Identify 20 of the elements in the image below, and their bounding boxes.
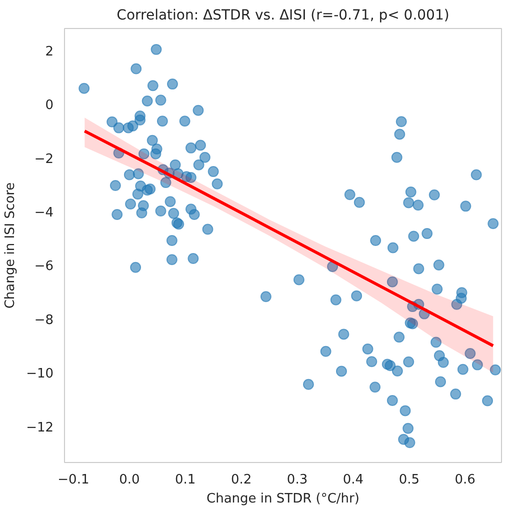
chart-title: Correlation: ΔSTDR vs. ΔISI (r=-0.71, p< 0.001) xyxy=(116,8,450,24)
y-tick-label: 0 xyxy=(45,98,54,114)
x-tick-label: 0.1 xyxy=(175,472,196,488)
x-tick-label: 0.6 xyxy=(454,472,476,488)
y-tick-label: −6 xyxy=(34,259,54,274)
y-tick-label: 2 xyxy=(45,44,54,60)
x-tick-label: −0.1 xyxy=(58,472,90,488)
line-series xyxy=(83,130,495,348)
y-tick-label: −10 xyxy=(26,366,54,382)
x-tick-label: 0.5 xyxy=(398,472,420,488)
y-axis-title: Change in ISI Score xyxy=(3,182,18,309)
y-tick-label: −2 xyxy=(34,152,54,167)
y-tick-label: −8 xyxy=(34,312,54,328)
x-tick-label: 0.0 xyxy=(119,472,140,488)
y-tick-label: −4 xyxy=(34,206,54,221)
y-tick-label: −12 xyxy=(26,420,54,436)
x-tick-label: 0.3 xyxy=(286,472,308,488)
x-tick-label: 0.2 xyxy=(230,472,252,488)
x-tick-label: 0.4 xyxy=(342,472,364,488)
x-axis-title: Change in STDR (°C/hr) xyxy=(206,492,360,506)
